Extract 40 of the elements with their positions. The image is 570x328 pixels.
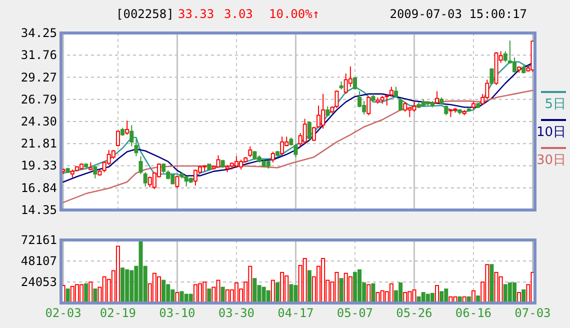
bar	[84, 283, 88, 304]
y-tick-label: 26.79	[20, 92, 57, 106]
bar	[162, 280, 166, 304]
bar	[289, 284, 294, 304]
legend-label: 10日	[536, 125, 566, 140]
bar	[512, 282, 516, 304]
text: 2009-07-03 15:00:17	[390, 7, 527, 21]
x-tick-label: 05-07	[336, 306, 374, 320]
y-tick-label: 29.27	[20, 70, 57, 84]
text: 33.33	[178, 7, 214, 21]
y-tick-label: 21.81	[20, 136, 57, 151]
bar	[490, 264, 494, 304]
x-tick-label: 02-19	[100, 306, 136, 320]
y-tick-label: 24053	[20, 275, 57, 289]
line-series	[62, 90, 534, 204]
y-tick-label: 31.76	[20, 48, 57, 62]
text: 3.03	[224, 7, 253, 21]
y-tick-label: 24.30	[20, 114, 57, 128]
y-tick-label: 72161	[20, 233, 57, 247]
x-tick-label: 07-03	[514, 306, 551, 320]
y-tick-label: 19.33	[20, 158, 57, 173]
x-tick-label: 06-16	[455, 306, 492, 320]
bar	[120, 268, 125, 304]
bar	[307, 270, 312, 304]
x-tick-label: 02-03	[45, 306, 82, 320]
bar	[275, 282, 280, 304]
x-tick-label: 05-26	[396, 306, 432, 320]
x-tick-label: 03-10	[159, 306, 196, 320]
bar	[371, 283, 376, 304]
legend-label: 30日	[536, 153, 566, 168]
y-tick-label: 14.35	[20, 203, 57, 217]
x-tick-label: 04-17	[278, 306, 314, 320]
y-tick-label: 48107	[20, 254, 57, 268]
y-tick-label: 34.25	[20, 26, 57, 40]
bar	[339, 278, 344, 304]
text: 10.00%↑	[269, 7, 320, 21]
legend-label: 5日	[544, 97, 566, 112]
text: [002258]	[116, 7, 174, 21]
y-tick-label: 16.84	[20, 180, 57, 195]
x-tick-label: 03-30	[218, 306, 255, 320]
